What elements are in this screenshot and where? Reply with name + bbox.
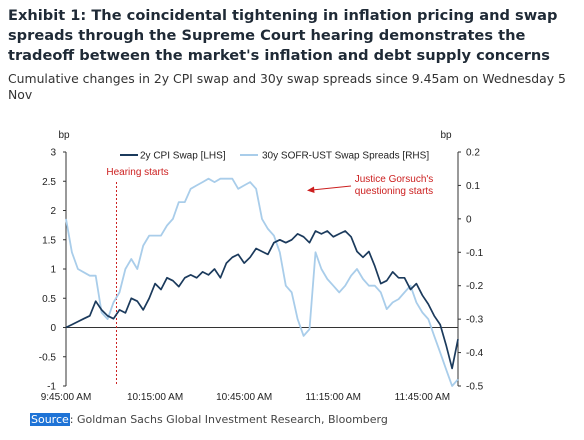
right-unit-label: bp	[440, 130, 452, 141]
left-tick-label: 1.5	[42, 235, 56, 246]
gorsuch-label-line2: questioning starts	[355, 186, 433, 197]
cpi-swap-line	[65, 230, 459, 370]
left-tick-label: -0.5	[39, 352, 57, 363]
source-note: Source: Goldman Sachs Global Investment …	[30, 413, 388, 426]
left-tick-label: 2	[50, 206, 56, 217]
right-tick-label: -0.5	[466, 382, 484, 393]
left-tick-label: 1	[50, 265, 56, 276]
series-lines	[65, 177, 459, 387]
left-tick-label: 0.5	[42, 294, 56, 305]
legend-label-sofr: 30y SOFR-UST Swap Spreads [RHS]	[262, 151, 429, 162]
right-tick-label: 0.1	[466, 181, 480, 192]
gorsuch-arrowhead	[307, 186, 315, 193]
right-tick-label: 0.2	[466, 148, 480, 159]
right-tick-label: -0.1	[466, 248, 484, 259]
right-tick-label: -0.4	[466, 348, 484, 359]
x-tick-label: 10:45:00 AM	[216, 392, 272, 403]
x-tick-label: 11:15:00 AM	[306, 392, 361, 403]
hearing-start-label: Hearing starts	[106, 167, 168, 178]
source-text: : Goldman Sachs Global Investment Resear…	[69, 413, 388, 426]
x-tick-label: 9:45:00 AM	[41, 392, 92, 403]
right-tick-label: 0	[466, 214, 472, 225]
right-tick-label: -0.3	[466, 315, 484, 326]
sofr-spread-line	[65, 177, 459, 387]
left-unit-label: bp	[58, 130, 70, 141]
left-tick-label: 3	[50, 148, 56, 159]
gorsuch-arrow	[311, 185, 352, 191]
left-tick-label: 0	[50, 323, 56, 334]
chart-subtitle: Cumulative changes in 2y CPI swap and 30…	[8, 71, 566, 102]
x-tick-label: 10:15:00 AM	[127, 392, 183, 403]
legend: 2y CPI Swap [LHS] 30y SOFR-UST Swap Sprea…	[120, 151, 429, 162]
source-label: Source	[30, 413, 70, 426]
chart-title: Exhibit 1: The coincidental tightening i…	[8, 7, 558, 64]
gorsuch-label-line1: Justice Gorsuch's	[355, 174, 434, 185]
legend-label-cpi: 2y CPI Swap [LHS]	[140, 151, 226, 162]
left-tick-label: 2.5	[42, 177, 56, 188]
axes: bp bp -1 -0.5 0 0.5 1 1.5 2 2.5 3 -0.5 -0.4 -0.3 -0.2 -…	[39, 130, 484, 403]
annotations: Hearing starts Justice Gorsuch'squestioni…	[106, 167, 433, 386]
x-tick-label: 11:45:00 AM	[395, 392, 450, 403]
left-tick-label: -1	[47, 382, 56, 393]
right-tick-label: -0.2	[466, 281, 484, 292]
